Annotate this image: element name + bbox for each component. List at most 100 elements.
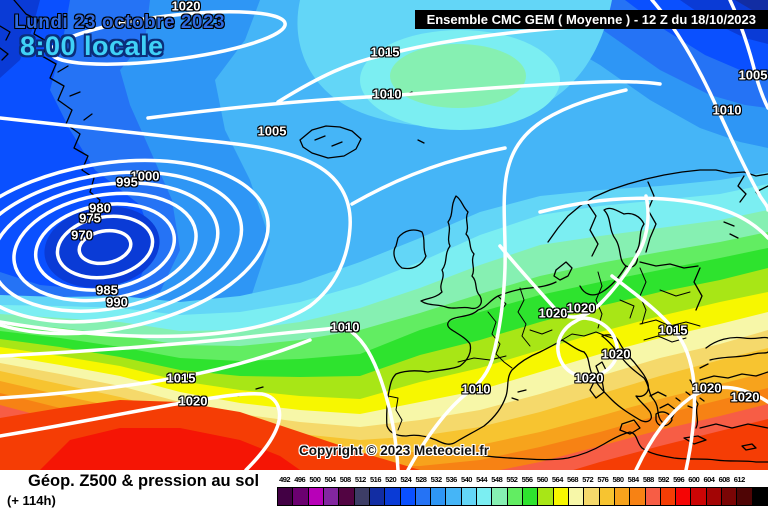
pressure-label: 1020 (178, 393, 208, 409)
scale-swatch (431, 488, 447, 505)
scale-value: 544 (476, 475, 488, 484)
pressure-label: 1020 (692, 380, 722, 396)
scale-value: 516 (370, 475, 382, 484)
scale-value: 520 (385, 475, 397, 484)
pressure-label: 1020 (566, 300, 596, 316)
pressure-label: 1015 (166, 370, 196, 386)
pressure-label: 1010 (330, 319, 360, 335)
geopotential-pressure-map (0, 0, 768, 470)
scale-value: 576 (597, 475, 609, 484)
pressure-label: 1020 (601, 346, 631, 362)
pressure-label: 1010 (712, 102, 742, 118)
scale-value: 556 (521, 475, 534, 484)
scale-swatch (706, 488, 723, 505)
scale-swatch (446, 488, 462, 505)
scale-swatch (568, 488, 585, 505)
scale-value: 492 (279, 475, 291, 484)
scale-value: 500 (309, 475, 321, 484)
scale-swatch (599, 488, 615, 505)
scale-value: 580 (612, 475, 625, 484)
scale-swatch (553, 488, 569, 505)
local-time-line: 8:00 locale (20, 31, 164, 61)
map-canvas: 1020 1015 1010 1005 1000 995 980 975 970 985 990 10… (0, 0, 768, 470)
scale-swatch (354, 488, 370, 505)
pressure-label: 1015 (370, 44, 400, 60)
scale-value: 536 (445, 475, 458, 484)
scale-swatch (584, 488, 600, 505)
pressure-label: 1020 (574, 370, 604, 386)
scale-swatch (722, 488, 738, 505)
scale-value: 588 (642, 475, 655, 484)
scale-swatch (691, 488, 707, 505)
pressure-label: 995 (116, 174, 138, 190)
scale-value: 604 (703, 475, 715, 484)
scale-value: 612 (733, 475, 746, 484)
pressure-label: 1020 (730, 389, 760, 405)
coastlines (0, 0, 768, 463)
scale-swatch (461, 488, 478, 505)
pressure-label: 980 (89, 200, 111, 216)
scale-swatch (293, 488, 309, 505)
scale-swatch (676, 488, 692, 505)
scale-swatch (385, 488, 401, 505)
pressure-label: 990 (106, 294, 128, 310)
pressure-label: 1020 (171, 0, 201, 14)
pressure-label: 1015 (658, 322, 688, 338)
color-scale (277, 487, 768, 506)
scale-value: 524 (400, 475, 412, 484)
scale-value: 528 (415, 475, 427, 484)
scale-swatch (369, 488, 386, 505)
scale-swatch (400, 488, 416, 505)
low-isobar-rings (0, 158, 270, 336)
scale-swatch (507, 488, 523, 505)
scale-value: 572 (582, 475, 594, 484)
pressure-label: 1020 (538, 305, 568, 321)
scale-swatch (323, 488, 340, 505)
scale-value: 596 (673, 475, 685, 484)
scale-value: 512 (354, 475, 367, 484)
scale-value: 564 (551, 475, 564, 484)
pressure-label: 985 (96, 282, 118, 298)
forecast-step: (+ 114h) (7, 493, 56, 508)
scale-value: 608 (718, 475, 731, 484)
pressure-label: 1010 (372, 86, 402, 102)
scale-swatch (630, 488, 646, 505)
scale-swatch (308, 488, 324, 505)
scale-value: 592 (657, 475, 670, 484)
scale-swatch (278, 488, 294, 505)
pressure-label: 1005 (257, 123, 287, 139)
pressure-label: 970 (71, 227, 93, 243)
scale-swatch (538, 488, 554, 505)
bottom-bar: Géop. Z500 & pression au sol (+ 114h) 49… (0, 470, 768, 512)
scale-value: 560 (536, 475, 549, 484)
scale-swatch (614, 488, 631, 505)
scale-value: 584 (627, 475, 640, 484)
scale-value: 496 (294, 475, 306, 484)
color-scale-values: 492 496 500 504 508 512 516 520 524 528 532 536 540 5… (277, 475, 768, 485)
pressure-label: 1000 (130, 168, 160, 184)
scale-value: 540 (460, 475, 473, 484)
scale-swatch (752, 488, 767, 505)
date-line: Lundi 23 octobre 2023 (14, 12, 226, 33)
pressure-label: 1005 (738, 67, 768, 83)
scale-swatch (339, 488, 355, 505)
scale-swatch (737, 488, 753, 505)
southern-gradient-bands (0, 172, 768, 470)
model-run-header: Ensemble CMC GEM ( Moyenne ) - 12 Z du 1… (414, 10, 768, 29)
scale-value: 532 (430, 475, 443, 484)
copyright-text: Copyright © 2023 Meteociel.fr (299, 443, 489, 458)
scale-value: 508 (339, 475, 352, 484)
scale-swatch (492, 488, 508, 505)
scale-swatch (523, 488, 539, 505)
pressure-label: 975 (79, 210, 101, 226)
scale-value: 568 (567, 475, 579, 484)
scale-swatch (415, 488, 432, 505)
scale-value: 552 (506, 475, 518, 484)
map-title: Géop. Z500 & pression au sol (28, 472, 260, 490)
scale-value: 548 (491, 475, 503, 484)
scale-swatch (660, 488, 677, 505)
scale-swatch (645, 488, 661, 505)
scale-value: 504 (324, 475, 337, 484)
isobars (0, 0, 768, 470)
